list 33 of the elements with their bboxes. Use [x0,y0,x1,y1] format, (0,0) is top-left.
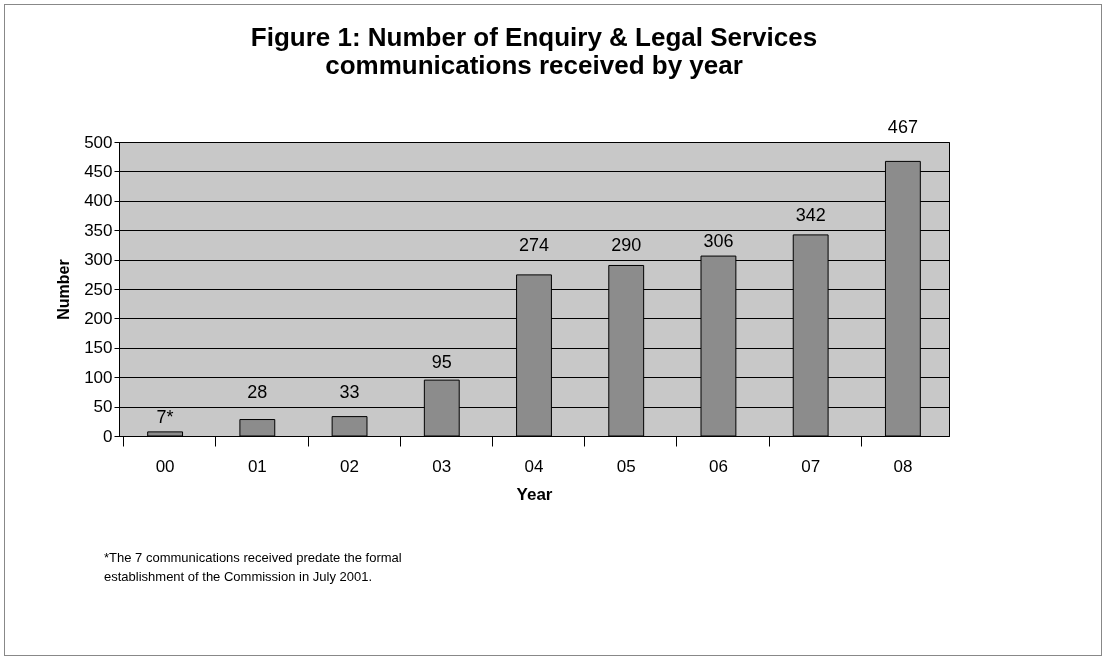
data-label: 306 [703,231,734,252]
data-label: 290 [611,234,642,255]
y-tick-label: 150 [84,338,113,358]
x-tick-label: 03 [432,456,452,476]
x-tick-label: 05 [616,456,636,476]
y-tick-label: 0 [103,426,113,446]
y-tick-label: 50 [93,397,113,417]
y-tick-label: 400 [84,191,113,211]
y-tick-label: 200 [84,308,113,328]
y-tick-label: 250 [84,279,113,299]
x-tick-label: 04 [524,456,544,476]
y-tick-label: 350 [84,220,113,240]
data-label: 95 [431,352,452,373]
data-label: 7* [156,406,174,427]
y-tick-label: 500 [84,132,113,152]
x-tick-label: 06 [708,456,728,476]
y-tick-label: 300 [84,250,113,270]
x-tick-label: 08 [893,456,913,476]
data-label: 274 [518,234,550,255]
data-label: 342 [795,205,826,226]
chart-title: Figure 1: Number of Enquiry & Legal Services communications received by year [250,22,818,80]
y-axis-title: Number [55,259,73,320]
x-tick-label: 00 [155,456,175,476]
text: *The 7 communications received predate the formal establishment of the Commission in July 2001. [104,549,403,586]
x-tick-label: 01 [247,456,267,476]
y-tick-label: 450 [84,161,113,181]
x-axis-title: Year [516,484,553,504]
data-label: 33 [339,381,360,402]
y-tick-label: 100 [84,367,113,387]
data-label: 28 [247,381,268,402]
x-tick-label: 07 [801,456,821,476]
x-tick-label: 02 [340,456,360,476]
data-label: 467 [887,117,918,137]
